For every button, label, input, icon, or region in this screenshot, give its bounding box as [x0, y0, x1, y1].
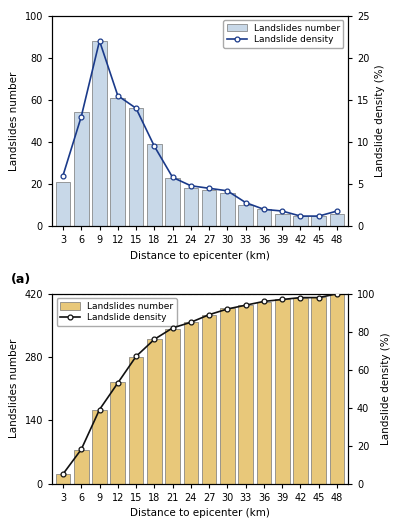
Bar	[92, 41, 107, 226]
Bar	[238, 205, 253, 226]
Bar	[202, 190, 216, 226]
Bar	[257, 302, 271, 484]
Legend: Landslides number, Landslide density: Landslides number, Landslide density	[56, 298, 177, 326]
Bar	[74, 112, 88, 226]
Bar	[275, 214, 290, 226]
X-axis label: Distance to epicenter (km): Distance to epicenter (km)	[130, 251, 270, 261]
Bar	[275, 299, 290, 484]
Bar	[165, 329, 180, 484]
Bar	[56, 474, 70, 484]
Bar	[74, 450, 88, 484]
Text: (a): (a)	[10, 272, 31, 285]
Y-axis label: Landslides number: Landslides number	[9, 71, 19, 171]
Bar	[293, 298, 308, 484]
Bar	[92, 410, 107, 484]
Y-axis label: Landslide density (%): Landslide density (%)	[375, 64, 385, 177]
Bar	[238, 305, 253, 484]
Bar	[293, 216, 308, 226]
Y-axis label: Landslide density (%): Landslide density (%)	[381, 332, 391, 445]
Bar	[147, 144, 162, 226]
X-axis label: Distance to epicenter (km): Distance to epicenter (km)	[130, 508, 270, 518]
Bar	[202, 315, 216, 484]
Bar	[312, 297, 326, 484]
Bar	[184, 322, 198, 484]
Bar	[56, 182, 70, 226]
Bar	[220, 308, 235, 484]
Bar	[184, 188, 198, 226]
Legend: Landslides number, Landslide density: Landslides number, Landslide density	[223, 20, 344, 48]
Bar	[257, 210, 271, 226]
Y-axis label: Landslides number: Landslides number	[9, 339, 19, 438]
Bar	[110, 382, 125, 484]
Bar	[110, 98, 125, 226]
Bar	[147, 340, 162, 484]
Bar	[129, 108, 143, 226]
Bar	[330, 214, 344, 226]
Bar	[165, 178, 180, 226]
Bar	[220, 192, 235, 226]
Bar	[312, 216, 326, 226]
Bar	[330, 294, 344, 484]
Bar	[129, 357, 143, 484]
